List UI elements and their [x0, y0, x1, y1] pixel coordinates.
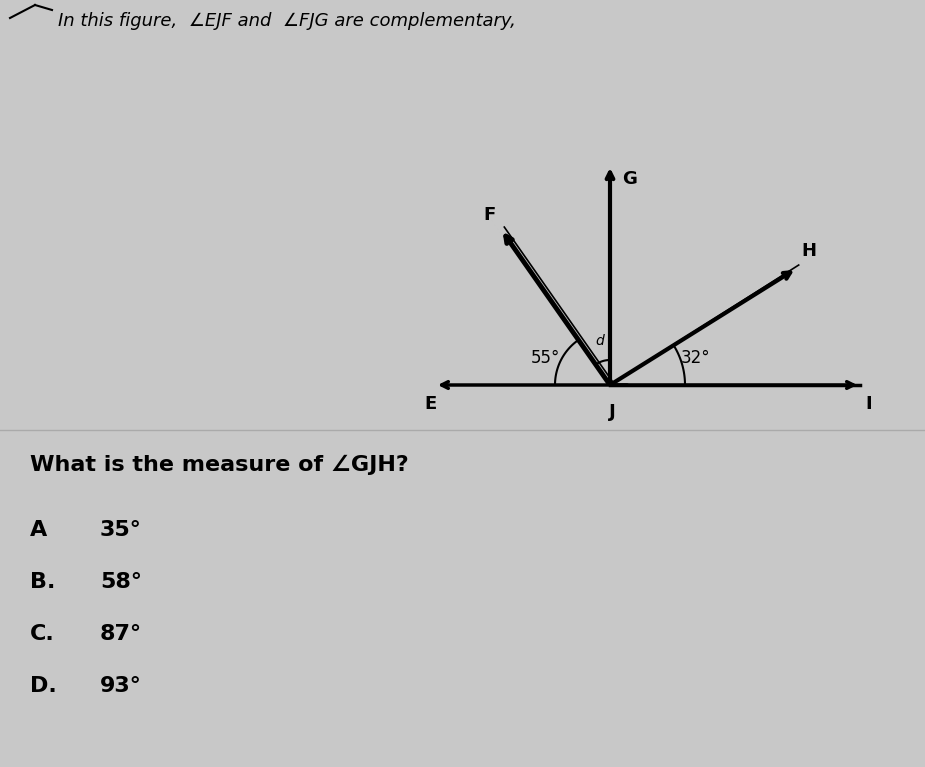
Text: F: F [484, 206, 496, 225]
Text: 58°: 58° [100, 572, 142, 592]
Text: 32°: 32° [680, 349, 709, 367]
Text: I: I [865, 395, 871, 413]
Text: What is the measure of ∠GJH?: What is the measure of ∠GJH? [30, 455, 409, 476]
Text: 93°: 93° [100, 676, 142, 696]
Text: In this figure,  ∠EJF and  ∠FJG are complementary,: In this figure, ∠EJF and ∠FJG are comple… [58, 12, 516, 30]
Text: 55°: 55° [530, 349, 560, 367]
Text: d: d [596, 334, 604, 348]
Text: D.: D. [30, 676, 56, 696]
Text: J: J [609, 403, 615, 421]
Text: B.: B. [30, 572, 56, 592]
Text: 87°: 87° [100, 624, 142, 644]
Text: E: E [424, 395, 436, 413]
Text: H: H [802, 242, 817, 261]
Text: 35°: 35° [100, 520, 142, 540]
Text: A: A [30, 520, 47, 540]
Text: C.: C. [30, 624, 55, 644]
Text: G: G [622, 170, 637, 188]
